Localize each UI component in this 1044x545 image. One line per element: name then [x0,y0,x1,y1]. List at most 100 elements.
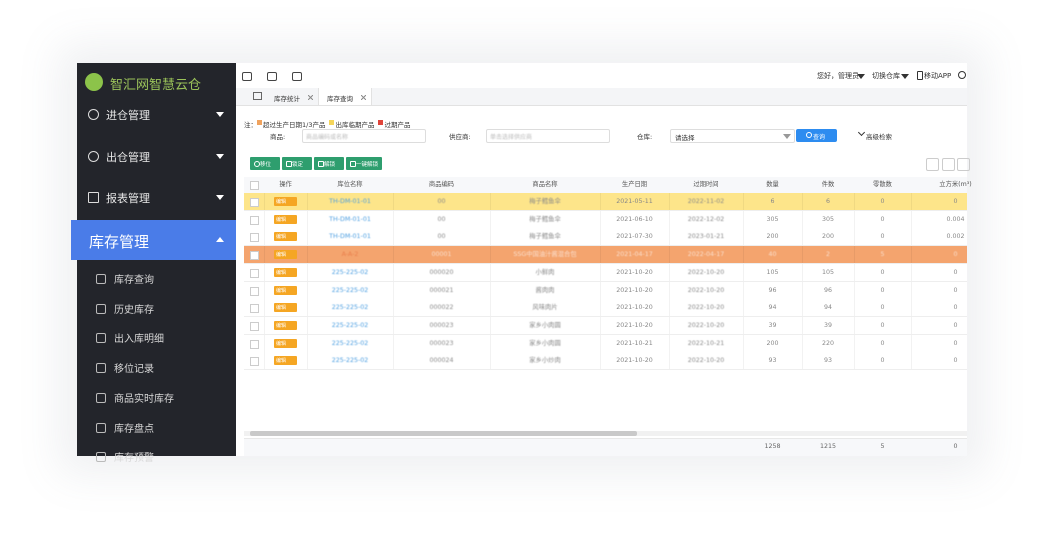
cell: 2022-10-20 [687,286,725,294]
cell: 0 [953,357,958,365]
scrollbar-thumb[interactable] [250,431,637,436]
tab-label[interactable]: 库存统计 [274,95,300,103]
submenu-item[interactable]: 库存盘点 [114,423,154,435]
submenu-item[interactable]: 库存预警 [114,453,154,465]
tab-label[interactable]: 库存查询 [327,95,353,103]
edit-label[interactable]: 编辑 [276,305,287,312]
tab-close[interactable] [308,95,313,100]
toolbar-label[interactable]: 移位 [260,162,272,168]
submenu-item[interactable]: 库存查询 [114,275,154,286]
row-checkbox[interactable] [250,268,259,278]
cell: 0 [953,304,958,312]
cell: 105 [766,268,779,276]
toolbar-label[interactable]: 一键解锁 [356,162,379,168]
column-header: 商品名称 [532,181,558,188]
edit-label[interactable]: 编辑 [276,269,287,276]
col-divider [854,228,855,246]
row-checkbox[interactable] [250,251,259,261]
table-row [244,352,967,371]
row-checkbox[interactable] [250,321,259,331]
menu-item[interactable]: 报表管理 [106,192,150,205]
edit-button[interactable] [274,214,297,224]
col-divider [743,246,744,264]
edit-button[interactable] [274,267,297,277]
menu-item[interactable]: 库存管理 [89,233,150,251]
tab-close[interactable] [361,95,366,100]
cell: 00 [437,233,446,241]
table-row [244,334,967,353]
row-checkbox[interactable] [250,357,259,367]
cell: 梅子鳕鱼伞 [529,215,561,223]
edit-button[interactable] [274,320,297,330]
arrow [901,74,909,79]
search-label[interactable]: 查询 [813,134,826,141]
toolbar-label[interactable]: 解锁 [324,162,336,168]
edit-label[interactable]: 编辑 [276,199,287,205]
col-divider [264,281,265,299]
edit-label[interactable]: 编辑 [276,358,287,365]
edit-button[interactable] [274,232,297,242]
arrow [216,195,224,200]
toolbar-icon[interactable] [242,72,252,81]
row-checkbox[interactable] [250,286,259,296]
edit-button[interactable] [274,250,297,260]
menu-item[interactable]: 进仓管理 [106,109,150,122]
submenu-item[interactable]: 出入库明细 [114,334,164,346]
submenu-item[interactable]: 移位记录 [114,364,154,376]
toolbar-label[interactable]: 锁定 [292,162,304,168]
row-checkbox[interactable] [250,215,259,225]
note-swatch [257,120,262,125]
cell: 0 [880,233,885,241]
toolbar-icon[interactable] [292,72,302,81]
table-tool[interactable] [926,158,939,171]
edit-label[interactable]: 编辑 [276,287,287,294]
cell: 220 [821,339,835,347]
row-checkbox[interactable] [250,339,259,349]
edit-label[interactable]: 编辑 [276,216,287,223]
row-checkbox[interactable] [250,198,259,207]
column-header: 立方米(m³) [939,181,972,188]
input[interactable] [302,129,426,143]
menu-icon [88,192,99,203]
header-checkbox[interactable] [250,181,259,190]
col-divider [911,334,912,352]
label: 供应商: [449,133,471,141]
edit-label[interactable]: 编辑 [276,234,287,241]
row-checkbox[interactable] [250,304,259,314]
edit-label[interactable]: 编辑 [276,340,287,347]
tab[interactable] [319,88,372,105]
toolbar-icon[interactable] [267,72,277,81]
submenu-item[interactable]: 历史库存 [114,304,154,316]
table-tool[interactable] [957,158,970,171]
column-header: 库位名称 [337,181,363,188]
edit-button[interactable] [274,303,297,313]
column-header: 过期时间 [693,181,719,188]
advanced-search[interactable]: 高级检索 [866,133,892,141]
edit-button[interactable] [274,338,297,348]
cell: 00 [437,215,446,223]
edit-label[interactable]: 编辑 [276,252,287,259]
tab[interactable] [266,88,319,105]
submenu-icon [96,303,106,314]
input[interactable] [486,129,610,143]
greeting[interactable]: 您好，管理员 [817,72,859,80]
row-checkbox[interactable] [250,233,259,243]
edit-button[interactable] [274,197,297,206]
cell: 0 [953,339,958,347]
mobile-app[interactable]: 移动APP [924,72,952,80]
col-divider [264,246,265,264]
table-tool[interactable] [942,158,955,171]
col-divider [802,334,803,352]
edit-label[interactable]: 编辑 [276,322,287,329]
label: 商品: [270,133,286,141]
submenu-icon [96,333,106,344]
edit-button[interactable] [274,356,297,366]
col-divider [743,193,744,210]
submenu-item[interactable]: 商品实时库存 [114,393,174,405]
edit-button[interactable] [274,285,297,295]
switch-warehouse[interactable]: 切换仓库 [872,72,900,80]
col-divider [490,352,491,370]
col-divider [854,263,855,281]
select[interactable] [670,129,795,143]
menu-item[interactable]: 出仓管理 [106,151,150,164]
